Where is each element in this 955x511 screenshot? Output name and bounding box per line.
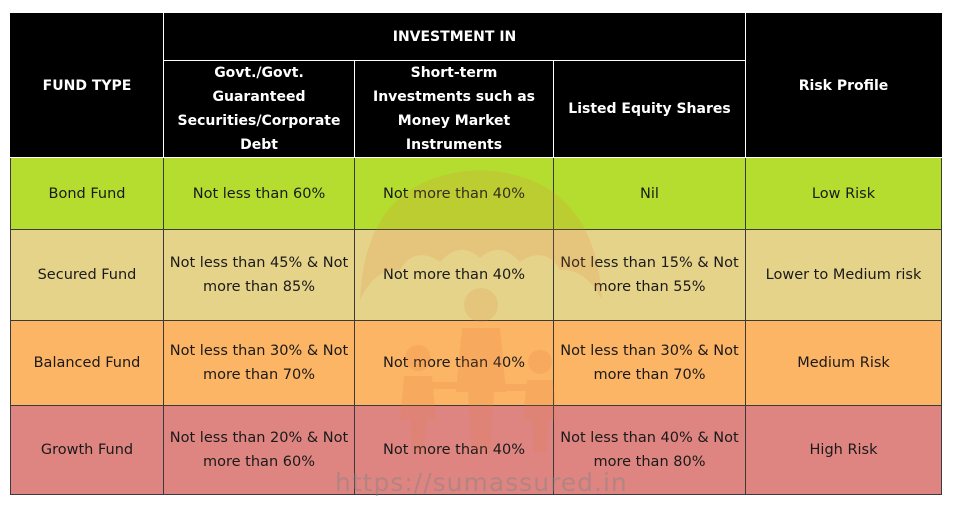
cell-short-term: Not more than 40% <box>354 320 554 406</box>
cell-fund-type: Growth Fund <box>10 405 164 495</box>
header-short-term: Short-term Investments such as Money Mar… <box>354 60 554 158</box>
table-row-growth-fund: Growth Fund Not less than 20% & Not more… <box>10 405 943 495</box>
watermark-url: https://sumassured.in <box>335 468 628 497</box>
cell-risk: High Risk <box>745 405 943 495</box>
cell-equity: Nil <box>552 157 747 230</box>
cell-short-term: Not more than 40% <box>354 229 554 321</box>
cell-short-term: Not more than 40% <box>354 157 554 230</box>
cell-fund-type: Bond Fund <box>10 157 164 230</box>
cell-fund-type: Secured Fund <box>10 229 164 321</box>
fund-comparison-table: FUND TYPE INVESTMENT IN Risk Profile Gov… <box>10 13 943 495</box>
fund-table-container: FUND TYPE INVESTMENT IN Risk Profile Gov… <box>10 13 943 497</box>
cell-fund-type: Balanced Fund <box>10 320 164 406</box>
cell-risk: Lower to Medium risk <box>745 229 943 321</box>
cell-equity: Not less than 40% & Not more than 80% <box>552 405 747 495</box>
cell-short-term: Not more than 40% <box>354 405 554 495</box>
cell-equity: Not less than 15% & Not more than 55% <box>552 229 747 321</box>
cell-risk: Low Risk <box>745 157 943 230</box>
cell-govt: Not less than 30% & Not more than 70% <box>163 320 355 406</box>
header-fund-type: FUND TYPE <box>10 13 164 158</box>
table-row-bond-fund: Bond Fund Not less than 60% Not more tha… <box>10 157 943 230</box>
table-row-balanced-fund: Balanced Fund Not less than 30% & Not mo… <box>10 320 943 406</box>
cell-govt: Not less than 45% & Not more than 85% <box>163 229 355 321</box>
cell-govt: Not less than 20% & Not more than 60% <box>163 405 355 495</box>
table-row-secured-fund: Secured Fund Not less than 45% & Not mor… <box>10 229 943 321</box>
header-row-top: FUND TYPE INVESTMENT IN Risk Profile <box>10 13 943 158</box>
cell-govt: Not less than 60% <box>163 157 355 230</box>
header-risk-profile: Risk Profile <box>745 13 943 158</box>
cell-equity: Not less than 30% & Not more than 70% <box>552 320 747 406</box>
header-investment-in: INVESTMENT IN <box>162 13 747 61</box>
header-govt-securities: Govt./Govt. Guaranteed Securities/Corpor… <box>163 60 355 158</box>
header-row-sub: Govt./Govt. Guaranteed Securities/Corpor… <box>11 60 942 158</box>
header-listed-equity: Listed Equity Shares <box>552 60 747 158</box>
cell-risk: Medium Risk <box>745 320 943 406</box>
